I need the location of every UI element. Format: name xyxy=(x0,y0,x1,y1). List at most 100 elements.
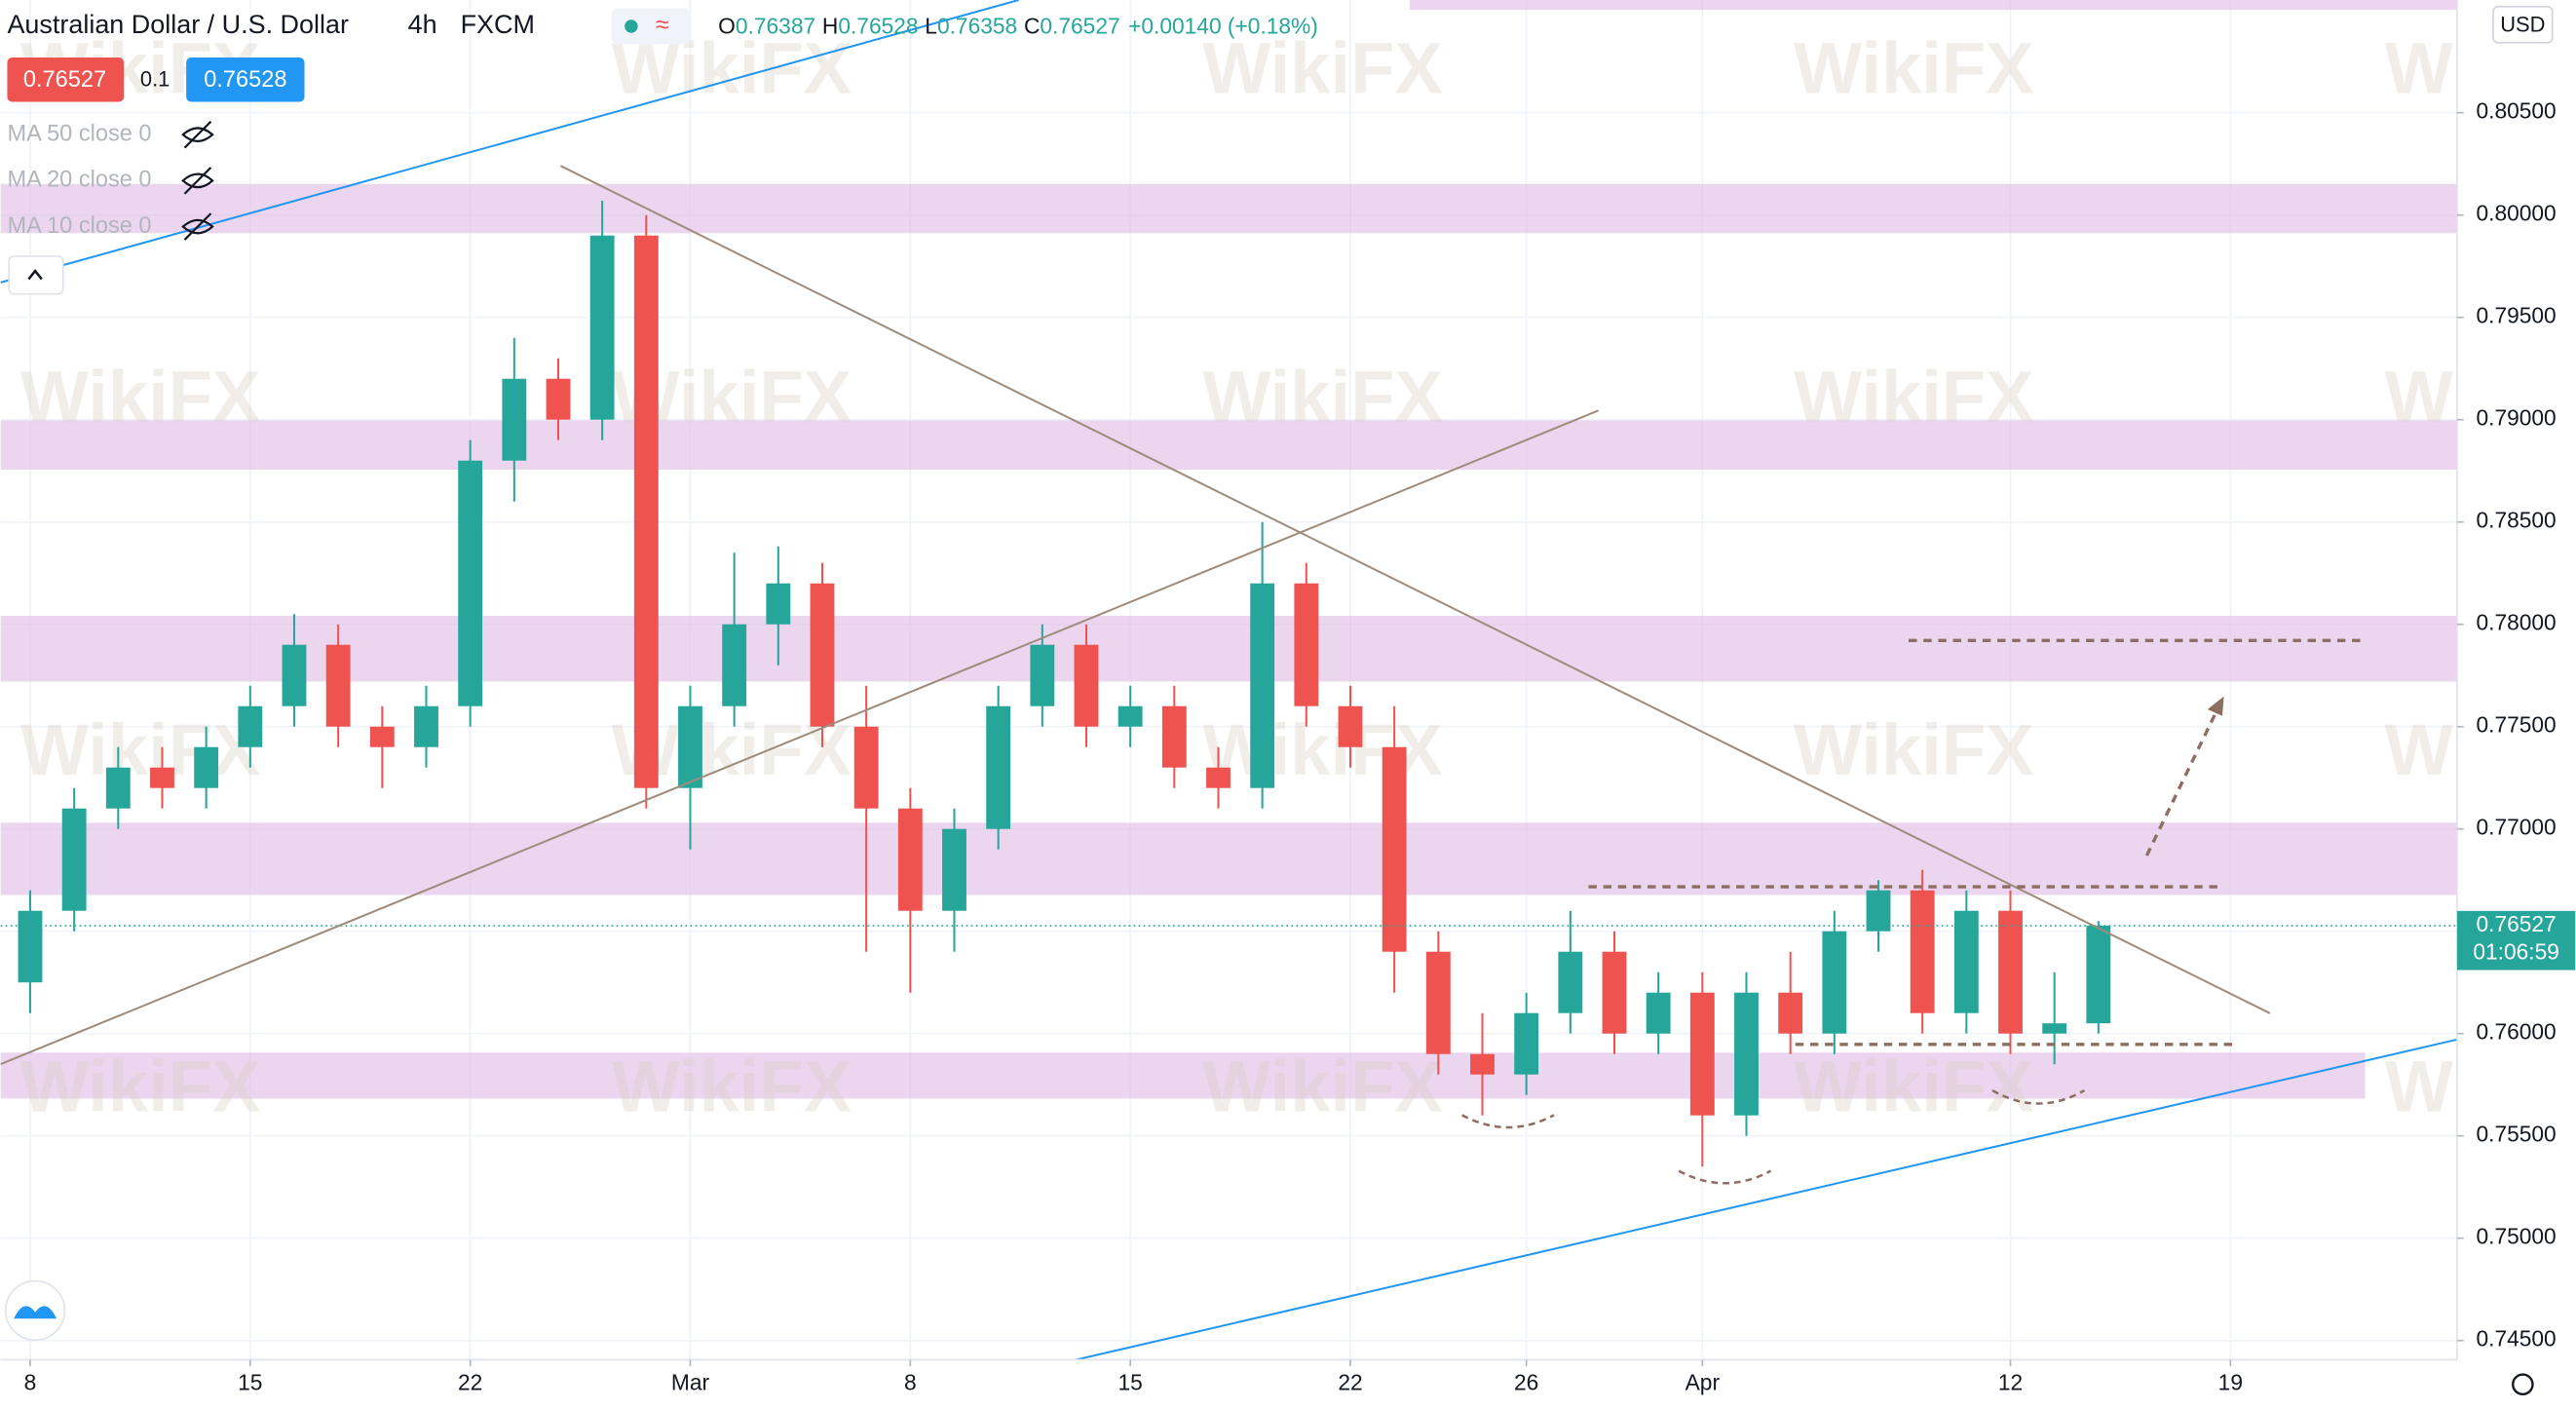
arrow-head xyxy=(2207,696,2224,716)
candle-body xyxy=(1778,992,1803,1034)
buy-button[interactable] xyxy=(186,57,305,102)
indicator[interactable]: MA 10 close 0 xyxy=(7,212,151,238)
y-tick-label: 0.78500 xyxy=(2476,508,2556,533)
candle-body xyxy=(194,746,219,788)
candle-body xyxy=(633,235,659,788)
spread: 0.1 xyxy=(140,66,170,91)
candles xyxy=(0,201,2457,1167)
trend-line xyxy=(1076,1038,2458,1361)
candle-body xyxy=(897,808,923,911)
zone xyxy=(0,615,2457,682)
last-price-box xyxy=(2456,910,2576,971)
watermark: WikiFX xyxy=(20,356,261,437)
candle-body xyxy=(1074,644,1099,727)
candle-body xyxy=(1689,992,1715,1116)
status-icon: ≈ xyxy=(656,12,669,39)
y-tick-label: 0.78000 xyxy=(2476,610,2556,635)
sell-button[interactable] xyxy=(7,57,125,102)
value: 0.76528 xyxy=(838,14,918,39)
candle-body xyxy=(589,235,615,420)
x-tick-label: 8 xyxy=(904,1370,917,1395)
time-axis xyxy=(0,1359,2576,1409)
y-tick-label: 0.79000 xyxy=(2476,405,2556,431)
x-tick-label: 15 xyxy=(1118,1370,1142,1395)
zone xyxy=(0,183,2457,234)
candle-body xyxy=(766,583,791,625)
candle-body xyxy=(18,910,43,983)
x-tick-label: Mar xyxy=(671,1370,710,1395)
change: +0.00140 (+0.18%) xyxy=(1128,14,1318,39)
status-badge[interactable] xyxy=(611,8,691,45)
zone xyxy=(1409,0,2457,11)
y-tick-label: 0.79500 xyxy=(2476,303,2556,328)
indicator[interactable]: MA 50 close 0 xyxy=(7,120,151,145)
logo-mark xyxy=(14,1306,57,1319)
value: 0.76527 xyxy=(1040,14,1119,39)
collapse-button[interactable] xyxy=(8,255,64,295)
curve xyxy=(1991,1088,2086,1105)
watermark: WikiFX xyxy=(1794,1046,2034,1126)
trend-line xyxy=(0,409,1599,1066)
candle-body xyxy=(502,378,527,461)
candle-body xyxy=(325,644,351,727)
candle-body xyxy=(414,705,438,747)
logo[interactable] xyxy=(4,1279,66,1342)
x-tick-label: 12 xyxy=(1998,1370,2023,1395)
eye-icon[interactable] xyxy=(181,212,214,241)
watermark: WikiFX xyxy=(1202,709,1443,790)
buy-price[interactable]: 0.76528 xyxy=(204,66,286,92)
candle-body xyxy=(722,624,747,706)
price-axis xyxy=(2456,0,2576,1409)
x-tick-label: 19 xyxy=(2218,1370,2243,1395)
candle-body xyxy=(1734,992,1759,1116)
candle-body xyxy=(61,808,87,911)
interval: 4h xyxy=(408,10,437,39)
chevron xyxy=(27,269,43,281)
eye-icons xyxy=(181,120,214,241)
x-tick-label: Apr xyxy=(1686,1370,1721,1395)
candle-body xyxy=(2042,1023,2067,1034)
candle-body xyxy=(1953,910,1979,1013)
candle-body xyxy=(458,460,483,706)
sell-price[interactable]: 0.76527 xyxy=(23,66,106,92)
trend-line xyxy=(0,0,1019,284)
settings-icon[interactable] xyxy=(2512,1373,2534,1396)
indicator[interactable]: MA 20 close 0 xyxy=(7,167,151,192)
candle-body xyxy=(369,726,395,747)
currency-box[interactable] xyxy=(2492,5,2554,44)
arrow xyxy=(2144,708,2219,857)
candle-body xyxy=(1338,705,1363,747)
curve xyxy=(1678,1169,1772,1185)
candle-body xyxy=(678,705,702,788)
last-price-label: 0.76527 xyxy=(2476,911,2556,936)
x-tick-label: 22 xyxy=(1338,1370,1362,1395)
y-tick-label: 0.74500 xyxy=(2476,1326,2556,1352)
candle-body xyxy=(986,705,1011,829)
candle-body xyxy=(810,583,835,727)
drawings xyxy=(0,0,2458,1361)
candle-body xyxy=(105,767,131,809)
candle-body xyxy=(942,828,966,911)
candle-body xyxy=(1558,951,1583,1013)
candle-body xyxy=(1118,705,1143,727)
y-tick-label: 0.77500 xyxy=(2476,712,2556,738)
x-tick-label: 8 xyxy=(24,1370,37,1395)
currency: USD xyxy=(2500,13,2545,37)
eye-icon[interactable] xyxy=(181,167,214,195)
candle-body xyxy=(282,644,307,706)
candle-body xyxy=(1382,746,1407,952)
y-tick-label: 0.80000 xyxy=(2476,201,2556,226)
source: FXCM xyxy=(461,10,535,39)
candle-body xyxy=(1514,1012,1539,1075)
curve xyxy=(1461,1114,1555,1129)
candle-body xyxy=(1602,951,1627,1034)
eye-icon[interactable] xyxy=(181,120,214,149)
candle-body xyxy=(1822,931,1847,1034)
candle-body xyxy=(150,767,174,788)
x-tick-label: 22 xyxy=(458,1370,482,1395)
candle-body xyxy=(1250,583,1275,788)
y-tick-label: 0.76000 xyxy=(2476,1019,2556,1045)
